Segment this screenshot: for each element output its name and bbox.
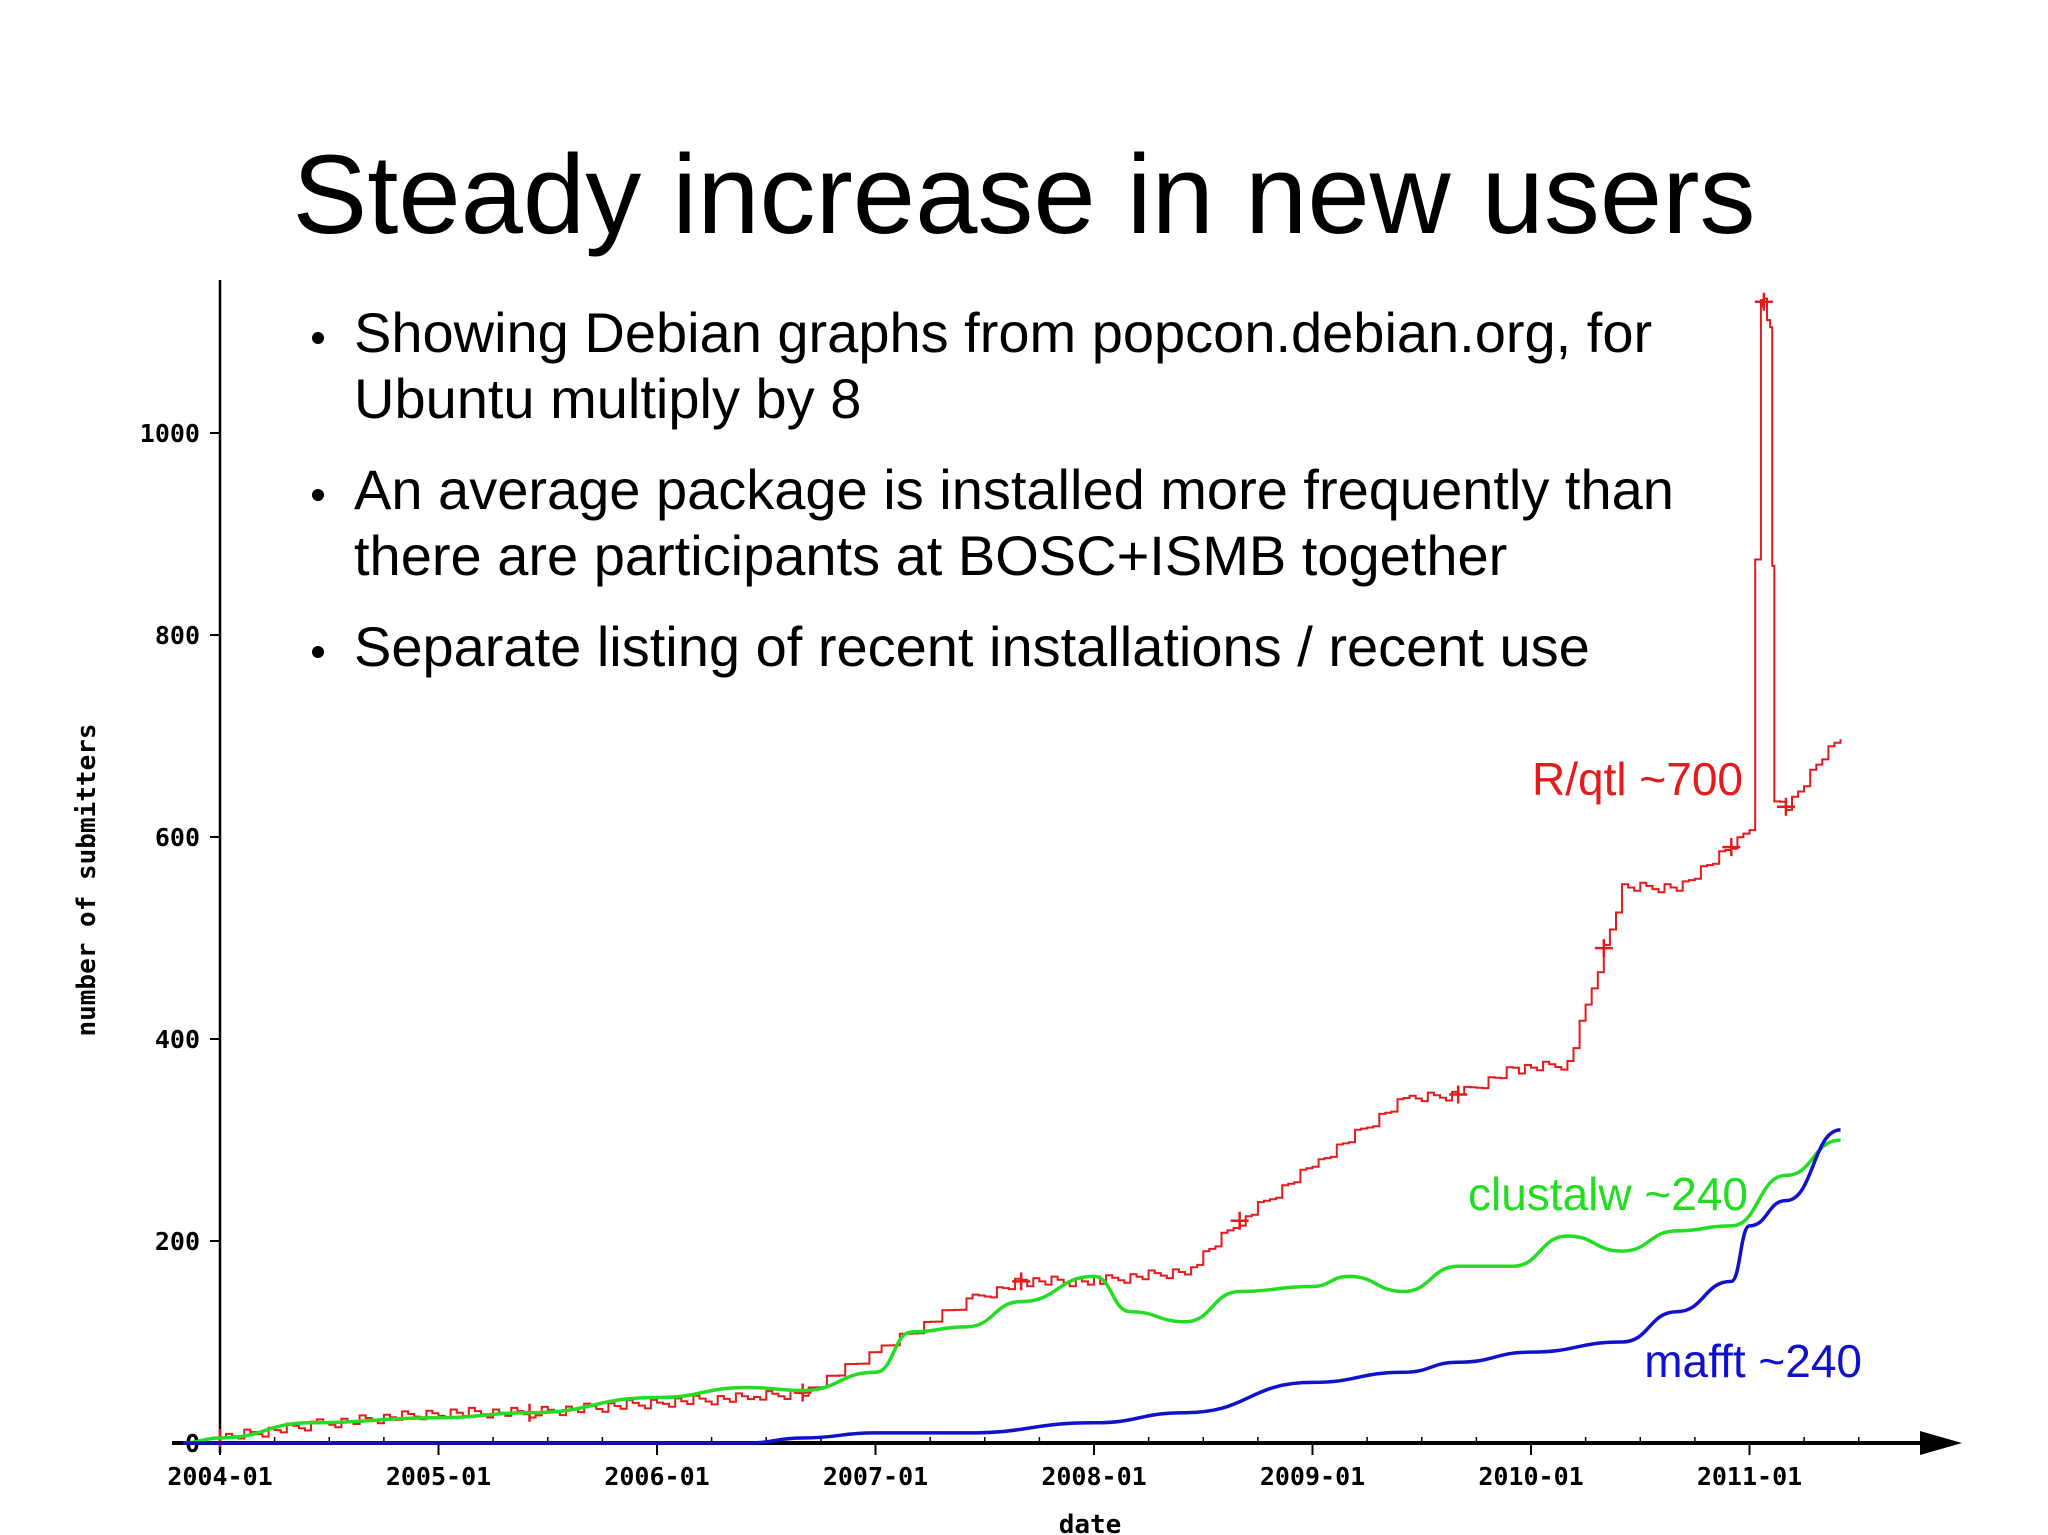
x-axis-arrow (1920, 1431, 1962, 1455)
annotation-r-qtl: R/qtl ~700 (1532, 753, 1743, 805)
x-axis-label: date (1059, 1510, 1122, 1535)
x-tick-label: 2009-01 (1260, 1462, 1365, 1491)
annotation-mafft: mafft ~240 (1644, 1335, 1862, 1387)
bullet-item: Showing Debian graphs from popcon.debian… (300, 300, 1800, 432)
bullet-text: An average package is installed more fre… (354, 458, 1674, 587)
annotation-layer: R/qtl ~700 clustalw ~240 mafft ~240 (1468, 753, 1862, 1387)
series-point-r-qtl (1754, 292, 1773, 311)
series-layer (183, 292, 1842, 1447)
series-point-r-qtl (1230, 1211, 1249, 1230)
x-tick-label: 2011-01 (1697, 1462, 1802, 1491)
series-point-r-qtl (793, 1383, 812, 1402)
bullet-text: Showing Debian graphs from popcon.debian… (354, 301, 1653, 430)
x-tick-label: 2008-01 (1041, 1462, 1146, 1491)
series-point-r-qtl (1449, 1085, 1468, 1104)
bullet-dot (312, 332, 324, 344)
y-tick-label: 200 (155, 1227, 200, 1256)
x-tick-label: 2010-01 (1478, 1462, 1583, 1491)
y-tick-label: 800 (155, 621, 200, 650)
x-tick-label: 2005-01 (386, 1462, 491, 1491)
series-point-r-qtl (1012, 1272, 1031, 1291)
bullet-item: Separate listing of recent installations… (300, 614, 1800, 680)
x-tick-label: 2004-01 (167, 1462, 272, 1491)
bullet-item: An average package is installed more fre… (300, 457, 1800, 589)
y-tick-label: 600 (155, 823, 200, 852)
bullet-dot (312, 489, 324, 501)
y-tick-label: 400 (155, 1025, 200, 1054)
series-line-mafft (183, 1128, 1841, 1445)
y-tick-label: 1000 (140, 419, 200, 448)
annotation-clustalw: clustalw ~240 (1468, 1168, 1748, 1220)
bullet-text: Separate listing of recent installations… (354, 615, 1590, 678)
series-point-r-qtl (1722, 838, 1741, 857)
series-point-r-qtl (1594, 939, 1613, 958)
x-tick-label: 2006-01 (604, 1462, 709, 1491)
bullet-dot (312, 646, 324, 658)
slide-title: Steady increase in new users (292, 132, 1756, 257)
y-axis-label: number of submitters (72, 723, 102, 1036)
series-point-r-qtl (1776, 797, 1795, 816)
x-tick-label: 2007-01 (823, 1462, 928, 1491)
series-line-r-qtl (220, 297, 1842, 1440)
bullet-list: Showing Debian graphs from popcon.debian… (300, 300, 1800, 705)
series-line-clustalw (183, 1138, 1841, 1445)
